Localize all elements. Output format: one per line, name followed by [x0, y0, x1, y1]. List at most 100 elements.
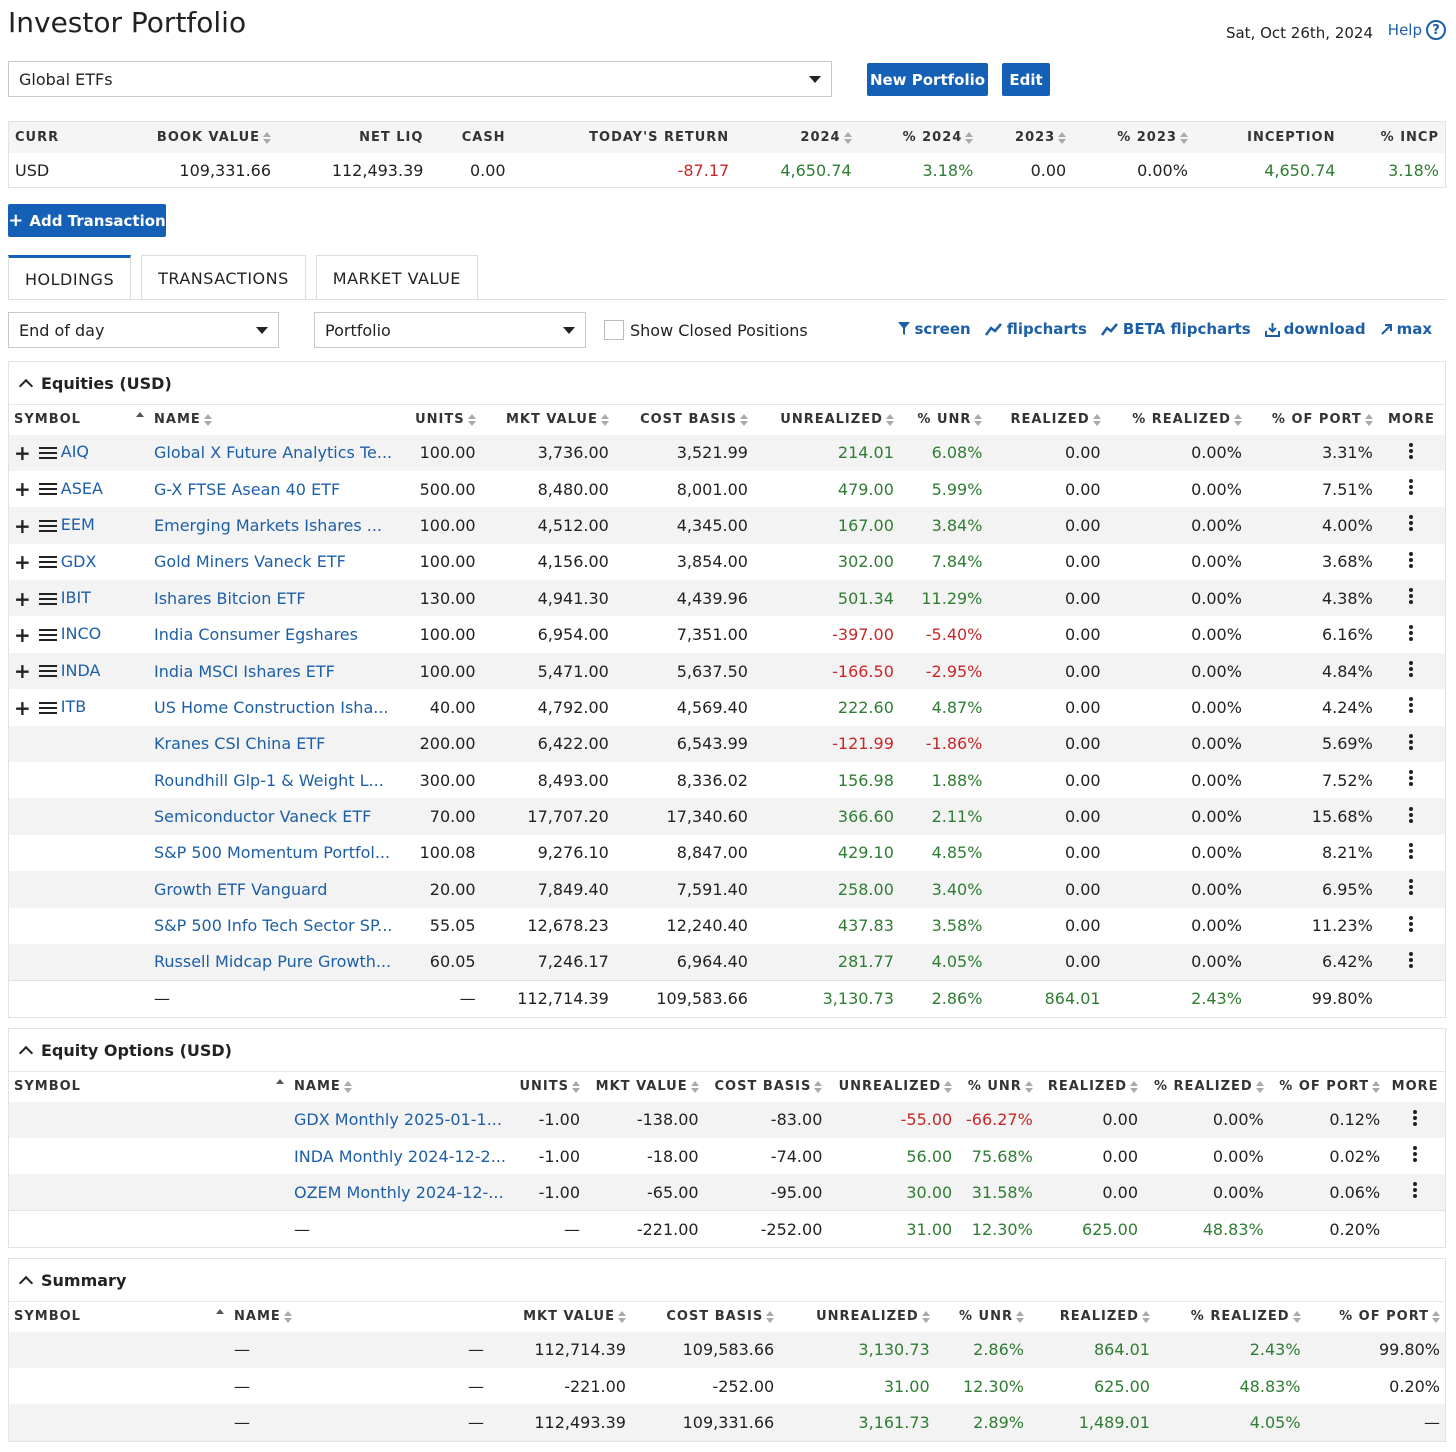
table-row[interactable]: INDA Monthly 2024-12-2... -1.00 -18.00 -74.… [9, 1138, 1445, 1174]
period-select[interactable]: End of day [8, 312, 279, 348]
more-options-icon[interactable] [1409, 550, 1414, 570]
sort-icon[interactable] [203, 413, 212, 426]
col-header-name[interactable]: NAME [289, 1071, 511, 1102]
col-header-cost-basis[interactable]: COST BASIS [630, 1301, 780, 1332]
sort-icon[interactable] [263, 131, 272, 144]
col-header-unrealized[interactable]: UNREALIZED [827, 1071, 958, 1102]
sort-icon[interactable] [343, 1080, 352, 1093]
more-options-icon[interactable] [1409, 586, 1414, 606]
more-options-icon[interactable] [1409, 950, 1414, 970]
name-link[interactable]: India Consumer Egshares [154, 625, 358, 645]
name-link[interactable]: Roundhill Glp-1 & Weight L... [154, 770, 384, 790]
col-header-mkt-value[interactable]: MKT VALUE [489, 1301, 631, 1332]
col-header-2023[interactable]: 2023 [979, 122, 1073, 153]
list-icon[interactable] [38, 662, 57, 680]
sort-icon[interactable] [1024, 1080, 1033, 1093]
name-link[interactable]: India MSCI Ishares ETF [154, 661, 335, 681]
sort-icon[interactable] [1015, 1310, 1024, 1323]
list-icon[interactable] [38, 480, 57, 498]
more-options-icon[interactable] [1409, 441, 1414, 461]
col-header-more[interactable]: MORE [1385, 1071, 1445, 1102]
col-header-cash[interactable]: CASH [429, 122, 512, 153]
more-options-icon[interactable] [1409, 477, 1414, 497]
sort-icon[interactable] [1130, 1080, 1138, 1093]
symbol-link[interactable]: IBIT [60, 588, 91, 607]
col-header-symbol[interactable]: SYMBOL [9, 404, 149, 435]
edit-button[interactable]: Edit [1002, 63, 1050, 96]
sort-icon[interactable] [1058, 131, 1067, 144]
col-header-unrealized[interactable]: UNREALIZED [752, 404, 899, 435]
col-header-name[interactable]: NAME [149, 404, 398, 435]
col-header-more[interactable]: MORE [1377, 404, 1445, 435]
name-link[interactable]: Growth ETF Vanguard [154, 879, 328, 899]
name-link[interactable]: Semiconductor Vaneck ETF [154, 807, 372, 827]
tab-market-value[interactable]: MARKET VALUE [315, 255, 478, 300]
col-header-realized[interactable]: % REALIZED [1143, 1071, 1269, 1102]
col-header-symbol[interactable]: SYMBOL [9, 1301, 229, 1332]
more-options-icon[interactable] [1413, 1180, 1418, 1200]
name-link[interactable]: GDX Monthly 2025-01-1... [294, 1110, 502, 1130]
beta-flipcharts-link[interactable]: BETA flipcharts [1100, 320, 1251, 338]
sort-icon[interactable] [739, 413, 748, 426]
new-portfolio-button[interactable]: New Portfolio [867, 63, 988, 96]
plus-icon[interactable]: + [14, 440, 31, 465]
name-link[interactable]: G-X FTSE Asean 40 ETF [154, 479, 341, 499]
plus-icon[interactable]: + [14, 695, 31, 720]
name-link[interactable]: S&P 500 Momentum Portfol... [154, 843, 391, 863]
col-header-cost-basis[interactable]: COST BASIS [613, 404, 753, 435]
tab-transactions[interactable]: TRANSACTIONS [141, 255, 306, 300]
table-row[interactable]: OZEM Monthly 2024-12-... -1.00 -65.00 -95.0… [9, 1174, 1445, 1211]
more-options-icon[interactable] [1409, 513, 1414, 533]
more-options-icon[interactable] [1413, 1144, 1418, 1164]
col-header-today-s-return[interactable]: TODAY'S RETURN [511, 122, 736, 153]
col-header-name[interactable]: NAME [229, 1301, 409, 1332]
name-link[interactable]: Emerging Markets Ishares ... [154, 515, 382, 535]
sort-icon[interactable] [766, 1310, 775, 1323]
col-header-mkt-value[interactable]: MKT VALUE [585, 1071, 704, 1102]
name-link[interactable]: INDA Monthly 2024-12-2... [294, 1146, 506, 1166]
name-link[interactable]: Global X Future Analytics Te... [154, 443, 393, 463]
max-link[interactable]: max [1380, 320, 1432, 338]
view-select[interactable]: Portfolio [314, 312, 586, 348]
sort-icon[interactable] [276, 1079, 284, 1091]
name-link[interactable]: Russell Midcap Pure Growth... [154, 952, 392, 972]
plus-icon[interactable]: + [14, 659, 31, 684]
col-header-curr[interactable]: CURR [9, 122, 92, 153]
sort-icon[interactable] [1364, 413, 1373, 426]
table-row[interactable]: + EEM Emerging Markets Ishares ... 100.00 4,… [9, 507, 1445, 544]
col-header-2024[interactable]: % 2024 [857, 122, 980, 153]
plus-icon[interactable]: + [14, 550, 31, 575]
table-row[interactable]: S&P 500 Momentum Portfol... 100.08 9,276.1… [9, 835, 1445, 871]
table-row[interactable]: S&P 500 Info Tech Sector SP... 55.05 12,67… [9, 908, 1445, 944]
sort-icon[interactable] [1255, 1080, 1264, 1093]
symbol-link[interactable]: INCO [60, 624, 102, 644]
col-header-unrealized[interactable]: UNREALIZED [779, 1301, 935, 1332]
sort-icon[interactable] [1292, 1310, 1301, 1323]
show-closed-checkbox[interactable] [604, 320, 624, 340]
col-header-cost-basis[interactable]: COST BASIS [703, 1071, 828, 1102]
col-header-unr[interactable]: % UNR [957, 1071, 1038, 1102]
symbol-link[interactable]: EEM [60, 515, 95, 535]
symbol-link[interactable]: ASEA [60, 478, 103, 498]
sort-icon[interactable] [283, 1310, 292, 1323]
sort-icon[interactable] [136, 412, 144, 424]
list-icon[interactable] [38, 699, 57, 717]
symbol-link[interactable]: GDX [60, 551, 97, 571]
table-row[interactable]: Russell Midcap Pure Growth... 60.05 7,246.… [9, 943, 1445, 981]
name-link[interactable]: US Home Construction Isha... [154, 697, 389, 717]
sort-icon[interactable] [1179, 131, 1188, 144]
download-link[interactable]: download [1264, 320, 1366, 338]
more-options-icon[interactable] [1409, 877, 1414, 897]
col-header-inception[interactable]: INCEPTION [1193, 122, 1342, 153]
plus-icon[interactable]: + [14, 622, 31, 647]
sort-icon[interactable] [921, 1310, 930, 1323]
name-link[interactable]: S&P 500 Info Tech Sector SP... [154, 916, 393, 936]
more-options-icon[interactable] [1409, 805, 1414, 825]
table-row[interactable]: + INCO India Consumer Egshares 100.00 6,954.… [9, 616, 1445, 652]
sort-icon[interactable] [843, 131, 852, 144]
more-options-icon[interactable] [1409, 623, 1414, 643]
more-options-icon[interactable] [1409, 659, 1414, 679]
screen-link[interactable]: screen [898, 320, 971, 338]
sort-icon[interactable] [467, 413, 476, 426]
sort-icon[interactable] [944, 1080, 953, 1093]
